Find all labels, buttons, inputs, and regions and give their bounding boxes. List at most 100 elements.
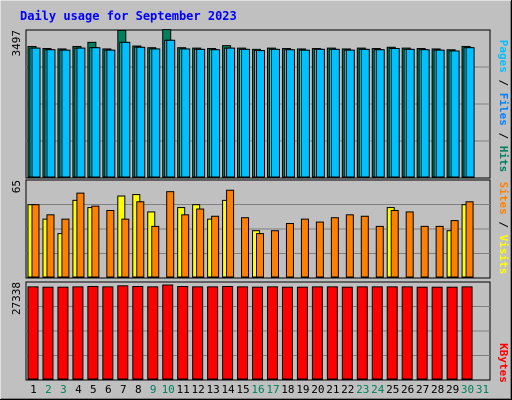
x-tick-label-27: 27: [416, 383, 429, 396]
bar-sites-day-28: [435, 225, 444, 278]
bar-kbytes-day-29: [446, 286, 458, 380]
legend-panel-1: Pages / Files / Hits: [497, 40, 510, 173]
bar-pages-day-8: [136, 46, 146, 178]
bar-pages-day-4: [76, 47, 86, 178]
bar-pages-day-14: [226, 47, 236, 178]
bar-pages-day-5: [91, 47, 101, 178]
x-tick-label-20: 20: [311, 383, 324, 396]
bar-kbytes-day-15: [237, 286, 249, 380]
bar-kbytes-day-12: [192, 286, 204, 380]
bar-sites-day-3: [61, 218, 70, 278]
bar-sites-day-18: [285, 222, 294, 278]
x-tick-label-16: 16: [251, 383, 264, 396]
x-tick-label-2: 2: [45, 383, 52, 396]
bar-kbytes-day-6: [102, 286, 114, 380]
bar-sites-day-20: [315, 221, 324, 278]
kbytes-panel: 27338: [10, 281, 491, 381]
legend-hits: Hits: [497, 146, 510, 173]
bar-sites-day-14: [226, 189, 235, 278]
chart-title: Daily usage for September 2023: [20, 9, 237, 23]
bar-kbytes-day-19: [296, 286, 308, 380]
bar-kbytes-day-5: [87, 286, 99, 380]
bar-pages-day-29: [450, 50, 460, 178]
bar-sites-day-29: [450, 220, 459, 278]
bar-pages-day-19: [300, 49, 310, 178]
x-tick-label-21: 21: [326, 383, 339, 396]
bar-kbytes-day-11: [177, 286, 189, 380]
x-tick-label-26: 26: [401, 383, 414, 396]
bar-kbytes-day-18: [281, 286, 293, 380]
x-tick-label-6: 6: [105, 383, 112, 396]
bar-kbytes-day-10: [162, 284, 174, 380]
x-tick-label-15: 15: [236, 383, 249, 396]
x-tick-label-4: 4: [75, 383, 82, 396]
bar-kbytes-day-16: [252, 286, 264, 380]
bar-kbytes-day-28: [431, 286, 443, 380]
bar-pages-day-22: [345, 49, 355, 178]
legend-panel-2: Sites / Visits: [497, 182, 510, 275]
bar-sites-day-2: [46, 214, 55, 278]
bar-sites-day-11: [181, 214, 190, 278]
bar-kbytes-day-14: [222, 286, 234, 380]
bar-kbytes-day-21: [326, 286, 338, 380]
bar-kbytes-day-7: [117, 285, 129, 380]
bar-pages-day-10: [166, 39, 176, 178]
x-tick-label-19: 19: [296, 383, 309, 396]
x-tick-label-28: 28: [431, 383, 444, 396]
bar-pages-day-16: [256, 50, 266, 178]
svg-text:Sites / Visits: Sites / Visits: [497, 182, 510, 275]
bar-sites-day-26: [405, 211, 414, 278]
bar-sites-day-15: [241, 217, 250, 278]
svg-text:KBytes: KBytes: [497, 343, 510, 383]
bar-kbytes-day-13: [207, 286, 219, 380]
bar-sites-day-9: [151, 225, 160, 278]
legend-panel-3: KBytes: [497, 343, 510, 383]
x-tick-label-23: 23: [356, 383, 369, 396]
svg-text:Pages / Files / Hits: Pages / Files / Hits: [497, 40, 510, 173]
bar-pages-day-30: [465, 47, 475, 178]
hits-files-pages-panel: 3497: [10, 29, 491, 179]
legend-separator: /: [497, 215, 510, 235]
bar-pages-day-2: [46, 49, 56, 178]
bar-pages-day-28: [435, 49, 445, 178]
x-tick-label-25: 25: [386, 383, 399, 396]
bar-kbytes-day-27: [416, 286, 428, 380]
bar-sites-day-10: [166, 191, 175, 278]
bar-sites-day-13: [211, 215, 220, 278]
visits-sites-panel: 65: [10, 179, 491, 279]
x-tick-label-7: 7: [120, 383, 127, 396]
x-tick-label-14: 14: [221, 383, 235, 396]
bar-pages-day-20: [315, 48, 325, 178]
bar-pages-day-1: [31, 47, 41, 178]
x-tick-label-1: 1: [30, 383, 37, 396]
bar-sites-day-22: [345, 214, 354, 278]
legend-separator: /: [497, 73, 510, 93]
bar-sites-day-23: [360, 215, 369, 278]
bar-sites-day-17: [270, 230, 279, 278]
bar-kbytes-day-30: [461, 286, 473, 380]
bar-pages-day-11: [181, 48, 191, 178]
bar-pages-day-3: [61, 49, 71, 178]
legend-sites: Sites: [497, 182, 510, 215]
bar-sites-day-4: [76, 192, 85, 278]
bar-pages-day-21: [330, 48, 340, 178]
y-axis-max-label: 3497: [10, 30, 23, 57]
x-tick-label-12: 12: [192, 383, 205, 396]
x-axis-labels: 1 2 3 4 5 6 7 8 9 10 11 12 13 14 15 16 17 18 19 20 21 22 23 24 2…: [30, 383, 489, 396]
x-tick-label-18: 18: [281, 383, 294, 396]
bar-pages-day-18: [285, 49, 295, 178]
bar-sites-day-1: [31, 204, 40, 278]
x-tick-label-11: 11: [177, 383, 190, 396]
y-axis-max-label: 27338: [10, 282, 23, 315]
x-tick-label-17: 17: [266, 383, 279, 396]
legend-files: Files: [497, 93, 510, 126]
bar-sites-day-12: [196, 208, 205, 278]
x-tick-label-29: 29: [446, 383, 459, 396]
bar-kbytes-day-25: [386, 286, 398, 380]
bar-pages-day-13: [211, 49, 221, 178]
x-tick-label-9: 9: [150, 383, 157, 396]
legend-kbytes: KBytes: [497, 343, 510, 383]
bar-sites-day-24: [375, 225, 384, 278]
bar-kbytes-day-17: [266, 286, 278, 380]
